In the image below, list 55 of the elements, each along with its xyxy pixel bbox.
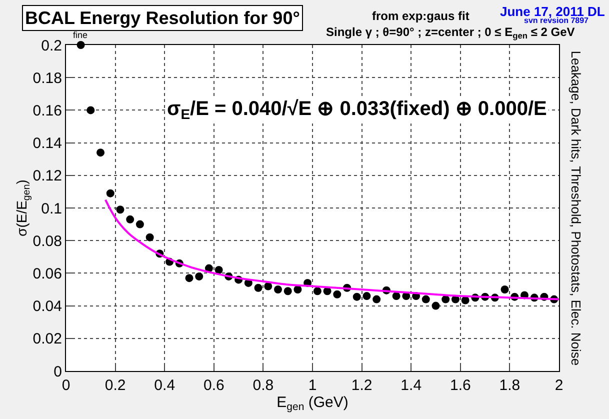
annotation: fine [73,30,88,40]
point [500,286,509,294]
point [313,287,322,296]
point [264,282,272,290]
point [284,287,292,296]
y-tick-label: 0.2 [41,37,62,54]
y-tick-label: 0.02 [32,330,62,348]
x-tick-label: 2 [554,377,564,394]
annotation: σ$_{E}$/E = 0.040/√E ⊕ 0.033(fixed) ⊕ 0.000/E [167,98,547,122]
point [333,290,342,298]
point [432,302,440,310]
point [274,286,282,294]
y-tick-label: 0 [54,363,62,380]
x-tick-label: 0.8 [252,377,274,394]
chart-subtitle: from exp:gaus fit [372,9,470,23]
x-tick-label: 0.2 [104,377,126,394]
x-tick-label: 1.2 [351,377,372,394]
point [352,292,361,301]
point [294,286,302,294]
y-tick-label: 0.18 [32,70,62,87]
text: Single γ ; θ=90° ; z=center ; 0 ≤ E$_{gen}$ ≤ 2 GeV [326,25,575,41]
point [195,272,204,280]
point [136,220,144,228]
y-tick-label: 0.14 [32,135,62,152]
point [372,295,381,304]
point [362,292,371,300]
point [254,284,262,292]
x-tick-label: 1 [308,377,317,394]
x-tick-label: 1.4 [400,377,422,394]
point [106,189,114,198]
x-tick-label: 0.4 [154,377,176,394]
y2-axis-title: Leakage, Dark hits, Threshold, Photostats, Elec. Noise [568,50,584,366]
point [96,148,105,157]
y-tick-label: 0.08 [32,232,62,250]
y-tick-label: 0.12 [32,168,62,185]
x-axis-title: E$_{gen}$ (GeV) [276,394,348,414]
y-tick-label: 0.04 [32,298,62,316]
point [392,292,400,300]
y-tick-label: 0.16 [32,102,62,120]
point [185,274,194,282]
point [86,106,95,114]
y-tick-label: 0.1 [41,200,62,218]
y-tick-label: 0.06 [32,265,62,282]
text: svn revsion 7897 [524,16,590,25]
x-tick-label: 1.8 [499,377,520,394]
point [116,206,124,214]
point [146,233,154,242]
chart-title: BCAL Energy Resolution for 90° [25,8,300,28]
point [126,215,134,224]
point [442,295,450,304]
x-tick-label: 0.6 [203,377,224,394]
point [422,295,430,304]
point [323,287,332,296]
point [214,266,223,274]
x-tick-label: 1.6 [450,377,471,394]
